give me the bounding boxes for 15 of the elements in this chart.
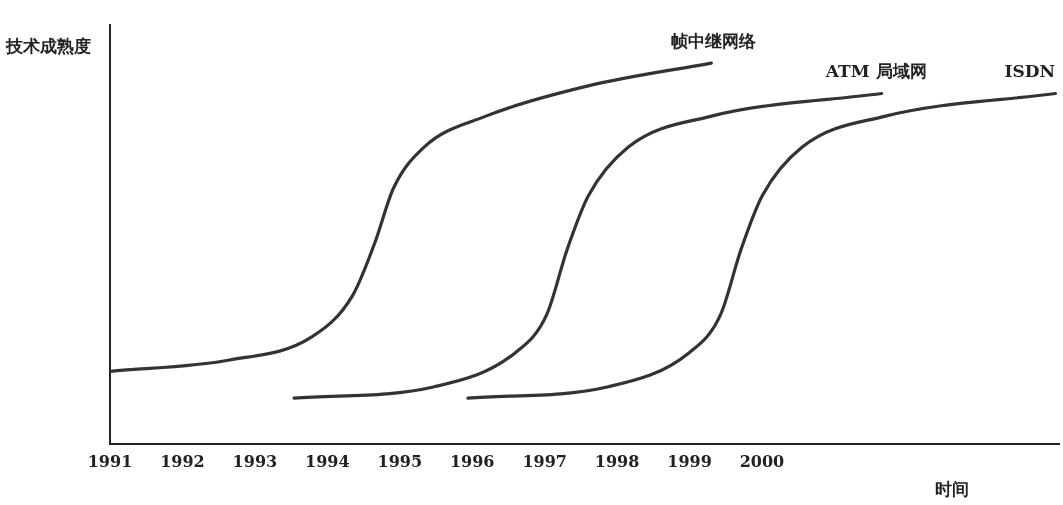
x-tick-label: 2000 [739, 451, 785, 471]
x-axis-title: 时间 [935, 478, 969, 499]
x-tick-label: 1998 [594, 451, 640, 471]
series-label: ATM 局域网 [824, 61, 927, 82]
x-tick-label: 1997 [522, 451, 567, 471]
x-tick-label: 1995 [377, 451, 423, 471]
x-tick-label: 1994 [305, 451, 350, 471]
x-tick-label: 1996 [449, 451, 495, 471]
x-tick-label: 1999 [667, 451, 712, 471]
x-tick-label: 1993 [232, 451, 278, 471]
series-label: 帧中继网络 [671, 30, 758, 51]
x-tick-label: 1991 [87, 451, 133, 471]
series-label: ISDN [1004, 61, 1055, 82]
x-tick-label: 1992 [160, 451, 205, 471]
y-axis-title: 技术成熟度 [5, 36, 91, 57]
